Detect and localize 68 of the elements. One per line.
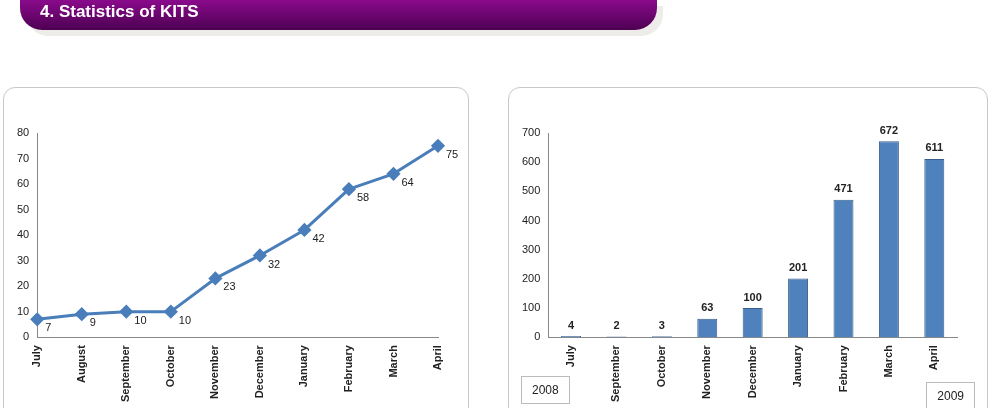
x-tick-label: September	[609, 344, 622, 403]
y-tick-label: 700	[521, 126, 541, 139]
y-tick-label: 600	[521, 155, 541, 168]
point	[30, 312, 44, 326]
data-label: 10	[178, 313, 192, 326]
x-tick-label: April	[431, 345, 444, 371]
point	[253, 248, 267, 262]
x-tick-label: March	[881, 344, 894, 378]
data-label: 10	[134, 313, 147, 326]
x-tick-label: July	[564, 344, 577, 368]
x-tick-label: December	[745, 344, 758, 399]
x-tick-label: March	[386, 344, 399, 378]
data-label: 201	[788, 261, 808, 274]
data-label: 7	[45, 321, 52, 334]
data-label: 100	[743, 290, 762, 303]
data-label: 611	[925, 141, 944, 154]
point	[342, 182, 356, 196]
data-label: 75	[446, 147, 459, 160]
y-tick-label: 20	[16, 279, 30, 292]
y-tick-label: 500	[521, 184, 541, 197]
y-tick-label: 200	[521, 271, 541, 284]
y-tick-label: 300	[521, 242, 541, 255]
data-label: 9	[89, 316, 96, 329]
point	[431, 139, 445, 153]
y-tick-label: 40	[16, 228, 30, 241]
data-label: 4	[567, 318, 575, 331]
point	[75, 307, 89, 321]
y-tick-label: 60	[16, 177, 30, 190]
x-tick-label: February	[836, 344, 849, 393]
data-label: 63	[701, 301, 714, 314]
text: 2009	[926, 382, 975, 408]
x-tick-label: August	[74, 344, 87, 384]
data-label: 58	[356, 191, 370, 204]
point	[119, 305, 133, 319]
x-tick-label: April	[927, 345, 940, 371]
x-tick-label: July	[30, 344, 43, 368]
y-tick-label: 50	[16, 202, 30, 215]
text: 2008	[521, 376, 570, 404]
x-tick-label: January	[297, 344, 310, 388]
x-tick-label: November	[208, 344, 221, 399]
chart-title: 4. Statistics of KITS	[20, 0, 657, 30]
data-label: 2	[613, 319, 620, 332]
data-label: 64	[401, 175, 414, 188]
point	[208, 271, 222, 285]
y-tick-label: 0	[23, 330, 30, 343]
data-label: 42	[312, 232, 325, 244]
y-tick-label: 100	[521, 301, 541, 314]
point	[297, 223, 311, 237]
y-tick-label: 400	[521, 213, 541, 226]
data-label: 32	[267, 257, 281, 270]
x-tick-label: January	[791, 344, 804, 388]
x-tick-label: October	[654, 344, 667, 388]
y-tick-label: 10	[16, 304, 30, 317]
x-tick-label: September	[119, 344, 132, 403]
x-tick-label: November	[700, 344, 713, 399]
x-tick-label: October	[163, 344, 176, 388]
y-tick-label: 30	[16, 253, 30, 266]
y-tick-label: 0	[534, 330, 541, 343]
data-label: 471	[834, 182, 853, 195]
data-label: 23	[223, 280, 236, 293]
point	[386, 167, 400, 181]
point	[164, 305, 178, 319]
x-tick-label: December	[252, 344, 265, 399]
data-label: 3	[658, 318, 665, 331]
data-label: 672	[879, 123, 899, 136]
y-tick-label: 70	[16, 151, 30, 164]
x-tick-label: February	[341, 344, 354, 393]
y-tick-label: 80	[16, 126, 30, 139]
